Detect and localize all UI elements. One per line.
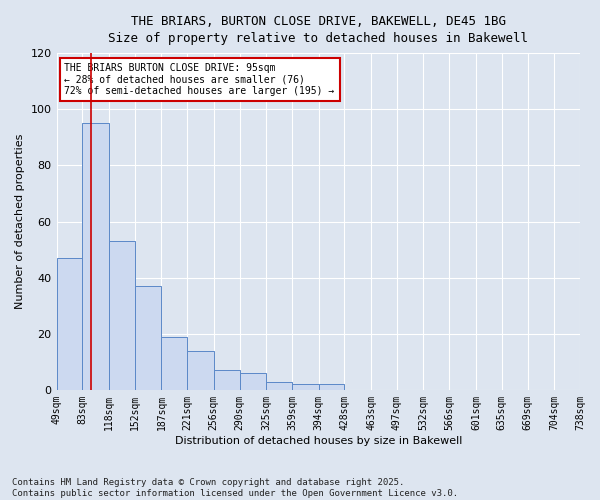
Y-axis label: Number of detached properties: Number of detached properties [15,134,25,309]
Bar [135,286,161,390]
Bar [266,382,292,390]
Bar [319,384,344,390]
Bar [109,241,135,390]
Bar [292,384,319,390]
Bar [161,336,187,390]
Bar [187,350,214,390]
Bar [214,370,239,390]
X-axis label: Distribution of detached houses by size in Bakewell: Distribution of detached houses by size … [175,436,462,446]
Title: THE BRIARS, BURTON CLOSE DRIVE, BAKEWELL, DE45 1BG
Size of property relative to : THE BRIARS, BURTON CLOSE DRIVE, BAKEWELL… [108,15,528,45]
Bar [56,258,82,390]
Text: Contains HM Land Registry data © Crown copyright and database right 2025.
Contai: Contains HM Land Registry data © Crown c… [12,478,458,498]
Text: THE BRIARS BURTON CLOSE DRIVE: 95sqm
← 28% of detached houses are smaller (76)
7: THE BRIARS BURTON CLOSE DRIVE: 95sqm ← 2… [64,63,335,96]
Bar [239,373,266,390]
Bar [82,124,109,390]
